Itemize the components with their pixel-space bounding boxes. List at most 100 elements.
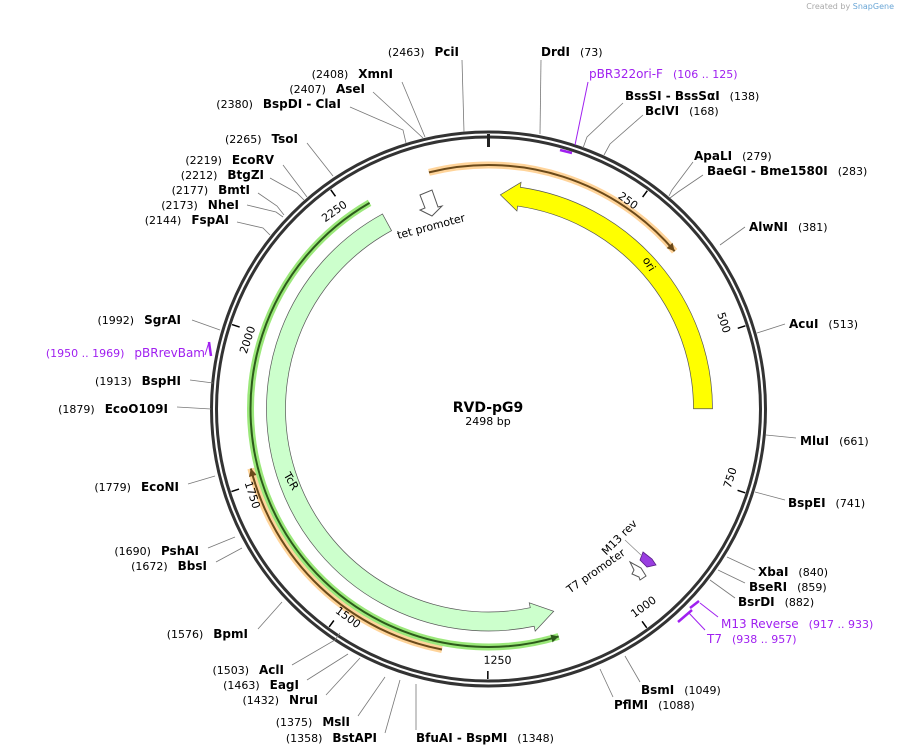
site-label[interactable]: (2380) BspDI - ClaI xyxy=(216,97,341,111)
site-label[interactable]: (2219) EcoRV xyxy=(185,153,274,167)
restriction-site[interactable]: PflMI (1088) xyxy=(599,668,695,712)
orf-arc[interactable] xyxy=(249,201,559,648)
restriction-site[interactable]: (2265) TsoI xyxy=(225,132,334,177)
restriction-site[interactable]: BfuAI - BspMI (1348) xyxy=(415,684,554,745)
site-label[interactable]: BsmI (1049) xyxy=(641,683,721,697)
site-label[interactable]: (1576) BpmI xyxy=(167,627,248,641)
site-label[interactable]: AcuI (513) xyxy=(789,317,858,331)
site-label[interactable]: BsrDI (882) xyxy=(738,595,814,609)
site-label[interactable]: AlwNI (381) xyxy=(749,220,828,234)
orf-arrowhead xyxy=(550,634,559,643)
restriction-site[interactable]: AlwNI (381) xyxy=(719,220,828,246)
m13-rev-arrow[interactable] xyxy=(639,551,657,568)
site-label[interactable]: (1913) BspHI xyxy=(95,374,181,388)
restriction-site[interactable]: BclVI (168) xyxy=(603,104,719,156)
site-label[interactable]: (1358) BstAPI xyxy=(286,731,377,745)
site-label[interactable]: (2265) TsoI xyxy=(225,132,298,146)
restriction-site[interactable]: (2380) BspDI - ClaI xyxy=(216,97,407,144)
site-label[interactable]: MluI (661) xyxy=(800,434,869,448)
site-label[interactable]: ApaLI (279) xyxy=(694,149,772,163)
site-position: (1879) xyxy=(58,403,95,416)
restriction-site[interactable]: BaeGI - Bme1580I (283) xyxy=(669,164,867,199)
site-label[interactable]: BspEI (741) xyxy=(788,496,865,510)
restriction-site[interactable]: ApaLI (279) xyxy=(668,149,772,197)
site-label[interactable]: BseRI (859) xyxy=(749,580,827,594)
restriction-site[interactable]: (1576) BpmI xyxy=(167,601,283,641)
site-label[interactable]: (1432) NruI xyxy=(242,693,318,707)
site-label[interactable]: (1503) AclI xyxy=(212,663,284,677)
site-label[interactable]: (1779) EcoNI xyxy=(94,480,179,494)
restriction-site[interactable]: XbaI (840) xyxy=(726,556,828,579)
primer[interactable]: (1950 .. 1969) pBRrevBam xyxy=(46,341,213,360)
tcr-feature-arrow[interactable] xyxy=(266,213,555,632)
restriction-site[interactable]: (1672) BbsI xyxy=(131,547,243,573)
restriction-site[interactable]: (1779) EcoNI xyxy=(94,475,216,494)
primer-label[interactable]: M13 Reverse (917 .. 933) xyxy=(721,617,873,631)
restriction-site[interactable]: (1375) MslI xyxy=(276,676,386,729)
orf-arc[interactable] xyxy=(428,164,676,252)
restriction-site[interactable]: (1463) EagI xyxy=(223,653,349,692)
site-label[interactable]: (1690) PshAI xyxy=(114,544,199,558)
site-label[interactable]: (1375) MslI xyxy=(276,715,350,729)
orf-arc[interactable] xyxy=(249,468,443,651)
site-label[interactable]: (2177) BmtI xyxy=(172,183,250,197)
restriction-site[interactable]: (1690) PshAI xyxy=(114,536,236,558)
site-name: AlwNI xyxy=(749,220,788,234)
ori-feature-arrow[interactable] xyxy=(499,181,713,410)
restriction-site[interactable]: (2212) BtgZI xyxy=(181,168,305,201)
site-label[interactable]: BfuAI - BspMI (1348) xyxy=(416,731,554,745)
site-name: BspHI xyxy=(142,374,181,388)
site-label[interactable]: (2408) XmnI xyxy=(312,67,393,81)
primer[interactable]: pBR322ori-F (106 .. 125) xyxy=(559,67,738,155)
site-position: (1432) xyxy=(242,694,279,707)
restriction-site[interactable]: BseRI (859) xyxy=(717,569,827,594)
restriction-site[interactable]: (2407) AseI xyxy=(289,82,424,139)
tet-promoter-arrow[interactable] xyxy=(418,189,444,217)
restriction-site[interactable]: (1432) NruI xyxy=(242,657,361,707)
site-label[interactable]: (2212) BtgZI xyxy=(181,168,264,182)
site-label[interactable]: (1672) BbsI xyxy=(131,559,207,573)
restriction-site[interactable]: BssSI - BssSαI (138) xyxy=(582,89,759,149)
site-label[interactable]: PflMI (1088) xyxy=(614,698,695,712)
restriction-site[interactable]: (2408) XmnI xyxy=(312,67,426,138)
restriction-site[interactable]: (1992) SgrAI xyxy=(98,313,221,331)
restriction-site[interactable]: (2144) FspAI xyxy=(145,213,271,236)
restriction-site[interactable]: (2173) NheI xyxy=(161,198,284,218)
restriction-site[interactable]: (2219) EcoRV xyxy=(185,153,308,198)
site-name: BssSI - BssSαI xyxy=(625,89,720,103)
restriction-site[interactable]: (2177) BmtI xyxy=(172,183,285,216)
site-name: AclI xyxy=(259,663,284,677)
site-label[interactable]: (1992) SgrAI xyxy=(98,313,181,327)
site-label[interactable]: (2463) PciI xyxy=(388,45,459,59)
primer-label[interactable]: T7 (938 .. 957) xyxy=(706,632,797,646)
restriction-site[interactable]: DrdI (73) xyxy=(539,45,603,135)
site-label[interactable]: (1463) EagI xyxy=(223,678,299,692)
site-label[interactable]: BaeGI - Bme1580I (283) xyxy=(707,164,867,178)
restriction-site[interactable]: (1503) AclI xyxy=(212,632,341,677)
restriction-site[interactable]: BsrDI (882) xyxy=(709,579,814,609)
restriction-site[interactable]: AcuI (513) xyxy=(756,317,858,334)
primer[interactable]: M13 Reverse (917 .. 933) xyxy=(689,600,873,631)
site-position: (1375) xyxy=(276,716,313,729)
t7-promoter-arrow[interactable] xyxy=(628,560,647,581)
restriction-site[interactable]: BspEI (741) xyxy=(754,491,865,510)
site-label[interactable]: DrdI (73) xyxy=(541,45,603,59)
restriction-site[interactable]: (1913) BspHI xyxy=(95,374,214,388)
site-name: BpmI xyxy=(213,627,248,641)
site-label[interactable]: BclVI (168) xyxy=(645,104,719,118)
primer[interactable]: T7 (938 .. 957) xyxy=(677,609,797,646)
site-label[interactable]: (1879) EcoO109I xyxy=(58,402,168,416)
primer-label[interactable]: pBR322ori-F (106 .. 125) xyxy=(589,67,738,81)
site-label[interactable]: XbaI (840) xyxy=(758,565,828,579)
restriction-site[interactable]: (1879) EcoO109I xyxy=(58,402,212,416)
restriction-site[interactable]: (1358) BstAPI xyxy=(286,679,401,745)
site-leader-line xyxy=(401,81,426,138)
site-label[interactable]: (2144) FspAI xyxy=(145,213,229,227)
site-label[interactable]: (2173) NheI xyxy=(161,198,239,212)
primer-label[interactable]: (1950 .. 1969) pBRrevBam xyxy=(46,346,205,360)
site-label[interactable]: BssSI - BssSαI (138) xyxy=(625,89,759,103)
site-label[interactable]: (2407) AseI xyxy=(289,82,365,96)
restriction-site[interactable]: (2463) PciI xyxy=(388,45,465,133)
restriction-site[interactable]: MluI (661) xyxy=(765,434,869,448)
restriction-site[interactable]: BsmI (1049) xyxy=(624,655,721,697)
